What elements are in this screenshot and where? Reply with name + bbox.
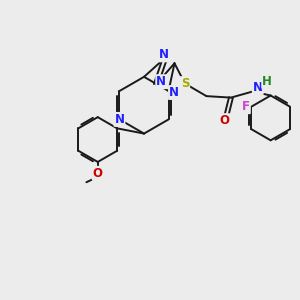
Text: N: N [115,113,124,126]
Text: F: F [242,100,250,113]
Text: N: N [159,48,169,62]
Text: H: H [262,75,272,88]
Text: N: N [156,75,166,88]
Text: N: N [169,86,179,99]
Text: O: O [219,114,229,127]
Text: S: S [181,77,189,90]
Text: N: N [253,81,263,94]
Text: O: O [93,167,103,180]
